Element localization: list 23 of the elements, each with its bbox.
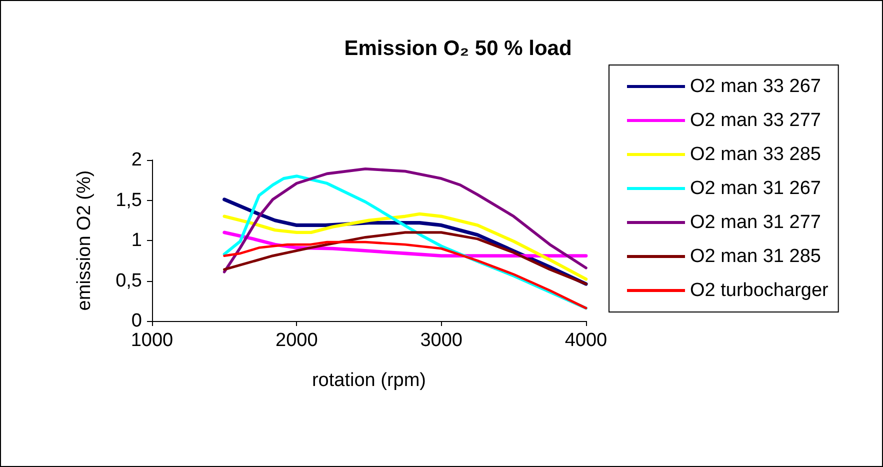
legend-label: O2 man 31 277 <box>690 212 821 233</box>
y-tick-label: 1 <box>131 230 142 251</box>
line-series <box>222 167 588 274</box>
y-axis-title: emission O2 (%) <box>74 170 95 311</box>
line-series <box>223 231 588 286</box>
legend-label: O2 man 33 285 <box>690 144 821 165</box>
x-tick-label: 4000 <box>564 330 608 351</box>
legend-label: O2 man 33 277 <box>690 110 821 131</box>
x-axis-title: rotation (rpm) <box>312 370 426 391</box>
line-series <box>222 212 588 281</box>
y-tick-label: 2 <box>131 150 142 170</box>
legend-label: O2 man 33 267 <box>690 76 821 97</box>
y-tick-label: 0,5 <box>116 270 142 292</box>
line-series <box>223 240 588 310</box>
chart-title: Emission O₂ 50 % load <box>344 37 572 60</box>
y-tick-label: 1,5 <box>116 190 142 211</box>
legend-label: O2 man 31 285 <box>690 246 821 267</box>
y-tick-label: 0 <box>131 310 142 332</box>
legend-label: O2 turbocharger <box>690 280 830 301</box>
x-tick-label: 2000 <box>276 330 318 351</box>
legend-label: O2 man 31 267 <box>690 178 821 199</box>
x-tick-label: 3000 <box>420 330 462 351</box>
x-tick-label: 1000 <box>130 330 174 351</box>
